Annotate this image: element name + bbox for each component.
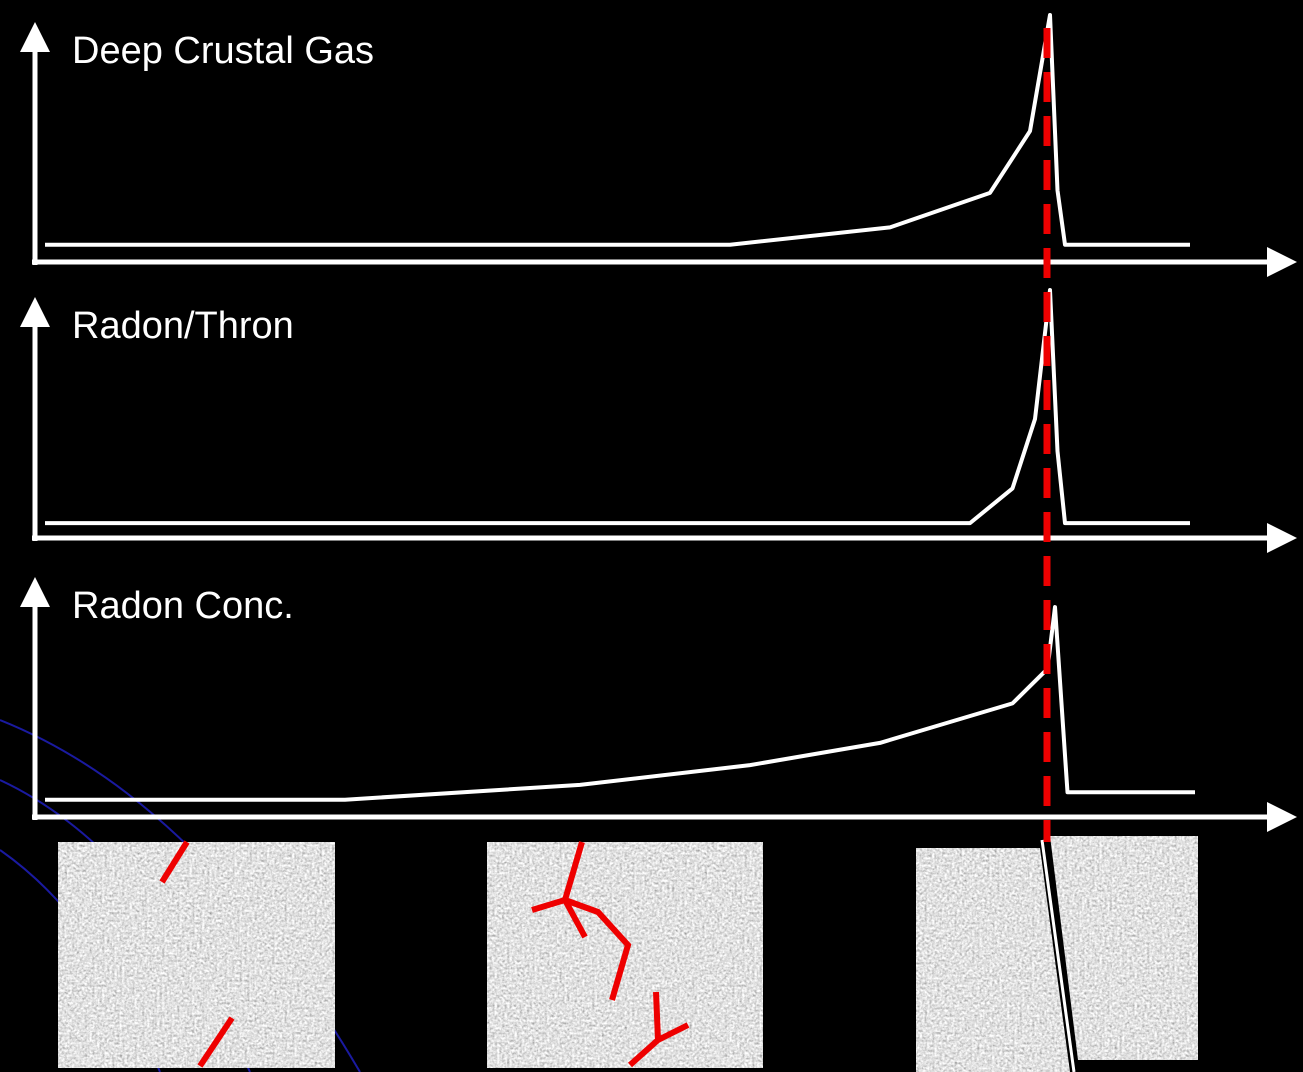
chart-title: Radon Conc. bbox=[72, 585, 294, 627]
chart-title: Deep Crustal Gas bbox=[72, 30, 374, 72]
rock-sample bbox=[58, 842, 335, 1068]
page: {"chart_data": [ {"type": "line", "title… bbox=[0, 0, 1303, 1072]
data-line bbox=[45, 607, 1195, 800]
slide: Deep Crustal Gas Radon/Thron Radon Conc. bbox=[0, 0, 1303, 1072]
rock-sample bbox=[1050, 836, 1198, 1060]
chart-title: Radon/Thron bbox=[72, 305, 294, 347]
